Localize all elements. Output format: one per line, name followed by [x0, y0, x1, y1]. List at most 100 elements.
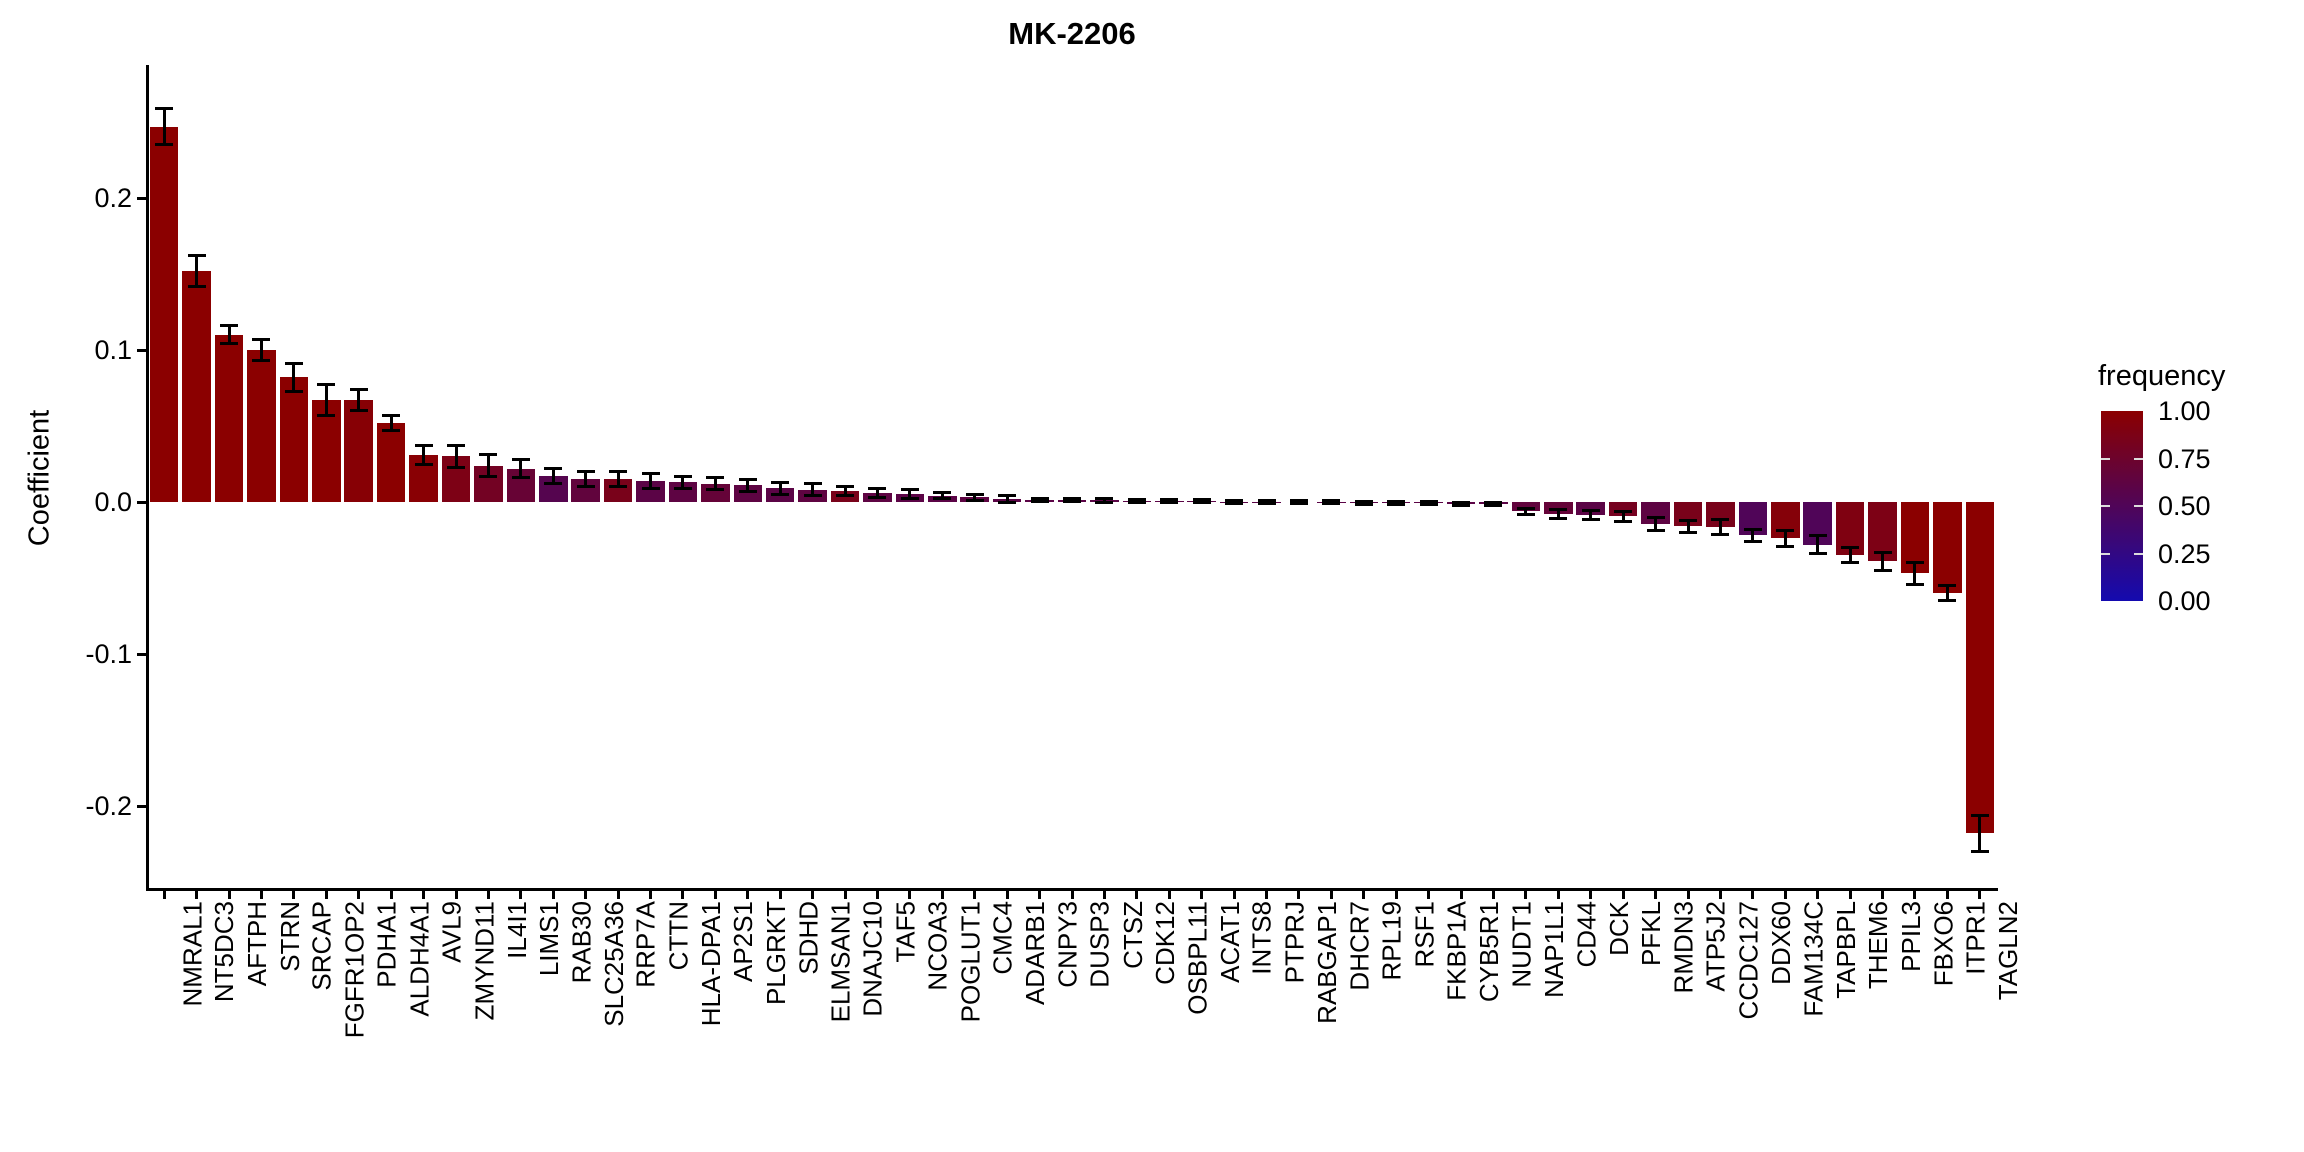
error-bar-cap-bottom: [609, 485, 628, 489]
x-tick-mark: [454, 890, 458, 899]
error-bar-line: [1200, 499, 1204, 503]
x-tick-label-text: SLC25A36: [598, 901, 629, 1027]
error-bar-line: [422, 445, 426, 464]
error-bar-line: [1459, 502, 1463, 506]
x-tick-mark: [843, 890, 847, 899]
error-bar-cap-bottom: [1905, 582, 1924, 586]
error-bar-cap-bottom: [738, 489, 757, 493]
x-tick-label-text: ELMSAN1: [825, 901, 856, 1023]
legend-tick-label: 0.25: [2158, 538, 2211, 569]
bar-ALDH4A1: [376, 422, 406, 502]
x-tick-label-text: CCDC127: [1733, 901, 1764, 1020]
y-tick-label: -0.1: [85, 639, 132, 669]
x-tick-mark: [681, 890, 685, 899]
x-tick-label-text: RAB30: [566, 901, 597, 984]
error-bar-line: [1070, 498, 1074, 502]
x-tick-mark: [486, 890, 490, 899]
error-bar-line: [1589, 510, 1593, 520]
x-tick-mark: [811, 890, 815, 899]
x-tick-label-text: INTS8: [1247, 901, 1278, 975]
error-bar-cap-bottom: [1322, 502, 1341, 506]
x-tick-label-text: IL4I1: [501, 901, 532, 959]
error-bar-cap-bottom: [252, 359, 271, 363]
bar-NAP1L1: [1511, 502, 1541, 512]
x-tick-mark: [195, 890, 199, 899]
error-bar-line: [259, 339, 263, 361]
x-tick-label-text: TAF5: [890, 901, 921, 963]
error-bar-cap-bottom: [317, 413, 336, 417]
x-tick-mark: [973, 890, 977, 899]
x-tick-label-text: ADARB1: [1020, 901, 1051, 1006]
error-bar-line: [973, 494, 977, 501]
x-tick-label-text: CTTN: [663, 901, 694, 971]
x-tick-label-text: CDK12: [1149, 901, 1180, 985]
x-tick-mark: [519, 890, 523, 899]
x-tick-label-text: SRCAP: [306, 901, 337, 991]
error-bar-line: [811, 483, 815, 496]
x-tick-label-text: TAPBPL: [1830, 901, 1861, 999]
error-bar-cap-bottom: [1549, 517, 1568, 521]
x-tick-label-text: RMDN3: [1668, 901, 1699, 994]
y-tick-mark: [137, 196, 148, 200]
error-bar-cap-bottom: [641, 486, 660, 490]
error-bar-cap-bottom: [1257, 501, 1276, 505]
error-bar-line: [1038, 498, 1042, 502]
error-bar-cap-bottom: [1484, 504, 1503, 508]
error-bar-line: [1329, 500, 1333, 504]
x-tick-label-text: FGFR1OP2: [339, 901, 370, 1039]
x-tick-mark: [1718, 890, 1722, 899]
x-tick-label-text: PFKL: [1636, 901, 1667, 967]
x-tick-mark: [713, 890, 717, 899]
error-bar-line: [1102, 498, 1106, 502]
bar-STRN: [247, 350, 276, 502]
error-bar-cap-bottom: [1127, 500, 1146, 504]
x-tick-mark: [1200, 890, 1204, 899]
x-tick-label-text: DHCR7: [1344, 901, 1375, 991]
x-tick-label-text: DDX60: [1765, 901, 1796, 985]
x-tick-mark: [649, 890, 653, 899]
error-bar-line: [1621, 511, 1625, 521]
error-bar-line: [940, 492, 944, 499]
bar-TAGLN2: [1965, 502, 1995, 834]
x-tick-label-text: FKBP1A: [1441, 901, 1472, 1001]
error-bar-line: [1394, 501, 1398, 505]
x-tick-label-text: NUDT1: [1506, 901, 1537, 988]
error-bar-line: [389, 415, 393, 431]
error-bar-line: [162, 108, 166, 145]
legend-title: frequency: [2098, 360, 2226, 392]
error-bar-cap-bottom: [1646, 528, 1665, 532]
x-tick-mark: [1232, 890, 1236, 899]
x-tick-label-text: DUSP3: [1085, 901, 1115, 988]
error-bar-cap-bottom: [1289, 502, 1308, 506]
error-bar-cap-bottom: [1938, 599, 1957, 603]
error-bar-line: [486, 454, 490, 477]
error-bar-line: [454, 445, 458, 468]
error-bar-cap-bottom: [933, 497, 952, 501]
x-tick-label-text: PDHA1: [371, 901, 402, 988]
x-tick-mark: [1102, 890, 1106, 899]
x-tick-label-text: NAP1L1: [1538, 901, 1569, 998]
x-tick-label-text: ITPR1: [1960, 901, 1991, 975]
x-tick-label-text: HLA-DPA1: [695, 901, 726, 1027]
x-tick-label-text: THEM6: [1863, 901, 1894, 990]
x-tick-label-text: FAM134C: [1798, 901, 1829, 1017]
x-tick-mark: [292, 890, 296, 899]
x-tick-mark: [1491, 890, 1495, 899]
error-bar-cap-bottom: [706, 488, 725, 492]
legend-tick-mark: [2134, 505, 2143, 507]
error-bar-cap-bottom: [1614, 519, 1633, 523]
error-bar-cap-bottom: [1030, 499, 1049, 503]
legend-tick-mark: [2101, 457, 2110, 460]
x-tick-mark: [1427, 890, 1431, 899]
error-bar-line: [778, 482, 782, 495]
error-bar-cap-bottom: [965, 498, 984, 502]
x-tick-label-text: CTSZ: [1117, 901, 1148, 969]
x-tick-mark: [1945, 890, 1949, 899]
bar-SLC25A36: [571, 479, 600, 502]
error-bar-cap-bottom: [1776, 544, 1795, 548]
x-tick-mark: [1362, 890, 1366, 899]
error-bar-line: [1881, 552, 1885, 571]
error-bar-cap-bottom: [382, 429, 401, 433]
bar-PDHA1: [344, 400, 373, 502]
error-bar-cap-bottom: [1679, 530, 1697, 534]
